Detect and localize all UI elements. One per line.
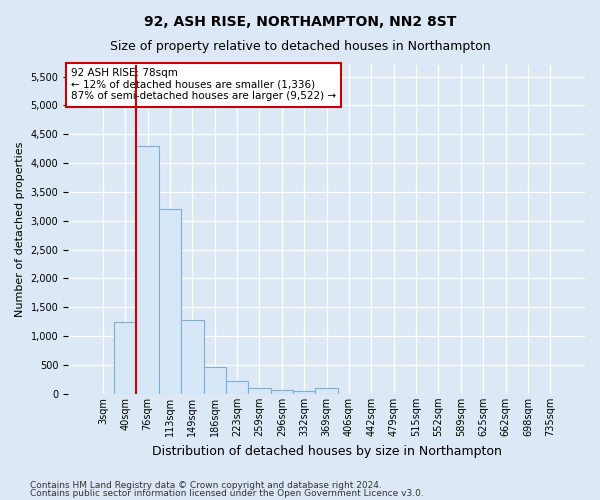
X-axis label: Distribution of detached houses by size in Northampton: Distribution of detached houses by size …	[152, 444, 502, 458]
Bar	[271, 390, 293, 394]
Bar	[114, 322, 136, 394]
Bar	[226, 381, 248, 394]
Bar	[136, 146, 159, 394]
Text: Contains public sector information licensed under the Open Government Licence v3: Contains public sector information licen…	[30, 489, 424, 498]
Text: 92 ASH RISE: 78sqm
← 12% of detached houses are smaller (1,336)
87% of semi-deta: 92 ASH RISE: 78sqm ← 12% of detached hou…	[71, 68, 336, 102]
Bar	[181, 320, 203, 394]
Y-axis label: Number of detached properties: Number of detached properties	[15, 142, 25, 317]
Bar	[159, 209, 181, 394]
Text: Size of property relative to detached houses in Northampton: Size of property relative to detached ho…	[110, 40, 490, 53]
Text: Contains HM Land Registry data © Crown copyright and database right 2024.: Contains HM Land Registry data © Crown c…	[30, 480, 382, 490]
Bar	[248, 388, 271, 394]
Bar	[316, 388, 338, 394]
Bar	[293, 391, 316, 394]
Bar	[203, 368, 226, 394]
Text: 92, ASH RISE, NORTHAMPTON, NN2 8ST: 92, ASH RISE, NORTHAMPTON, NN2 8ST	[144, 15, 456, 29]
